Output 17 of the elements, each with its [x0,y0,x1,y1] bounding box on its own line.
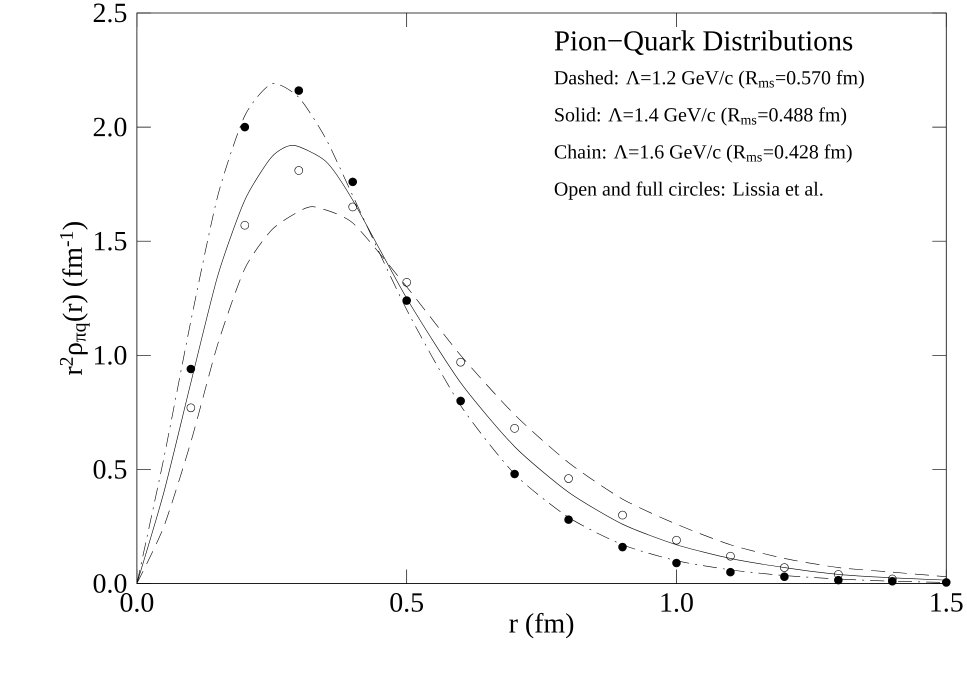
y-tick-label: 1.5 [94,232,126,250]
x-tick-label: 1.0 [662,592,693,612]
y-tick-label: 2.5 [94,3,126,22]
y-tick-label: 0.0 [94,574,126,593]
x-tick-label: 0.5 [390,592,424,612]
text: Pion−Quark Distributions [554,30,852,55]
y-tick-label: 2.0 [94,117,126,136]
x-axis-title: r (fm) [509,612,574,638]
annotation: Dashed: Λ=1.2 GeV/c (R$_{ms}$=0.570 fm) [554,70,864,88]
x-tick-label: 1.5 [931,592,963,612]
y-tick-label: 0.5 [94,460,126,479]
annotation: Open and full circles: Lissia et al. [554,181,822,200]
annotation: Chain: Λ=1.6 GeV/c (R$_{ms}$=0.428 fm) [554,144,852,162]
y-axis-title: r$^{2}$ρ$_{πq}$(r) (fm$^{-1}$) [60,222,90,375]
y-tick-label: 1.0 [94,346,126,365]
x-tick-label: 0.0 [120,592,154,612]
annotation: Solid: Λ=1.4 GeV/c (R$_{ms}$=0.488 fm) [555,107,846,126]
